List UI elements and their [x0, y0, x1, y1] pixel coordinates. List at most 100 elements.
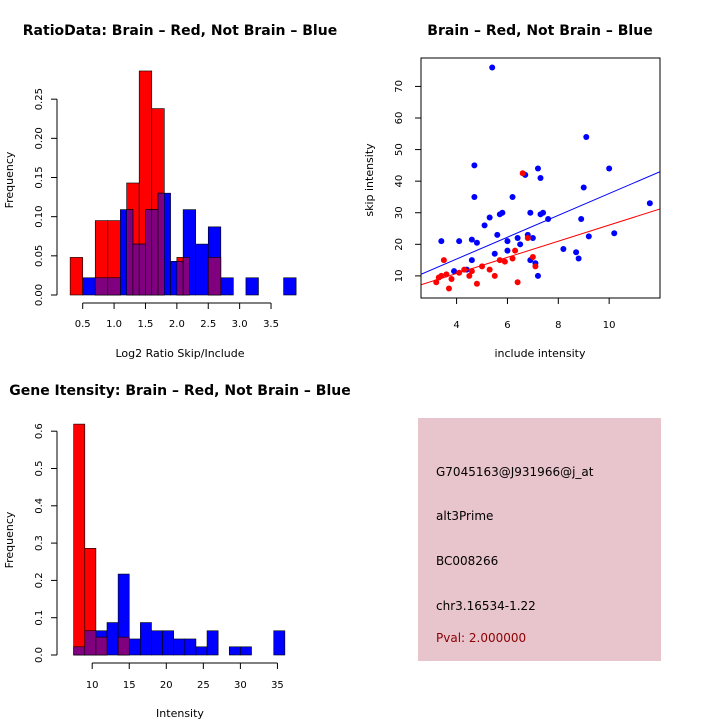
point-not-brain [537, 175, 544, 181]
point-not-brain [438, 238, 445, 245]
point-brain [491, 272, 498, 279]
scatter-panel: Brain – Red, Not Brain – Blue 4 6 8 10 10 20 3… [363, 23, 661, 360]
x-tick-label: 3.0 [232, 319, 248, 330]
bar-not-brain [273, 630, 286, 656]
ratio-histogram-plot: 0.5 1.0 1.5 2.0 2.5 3.0 3.5 0.00 0.05 0.10 0.15 0.2… [34, 70, 297, 330]
ratio-histogram-xlabel: Log2 Ratio Skip/Include [115, 347, 244, 360]
point-not-brain [583, 133, 590, 140]
y-tick-label: 0.5 [34, 461, 45, 477]
bar-not-brain [82, 277, 96, 296]
y-tick-label: 70 [394, 80, 405, 93]
point-not-brain [575, 255, 582, 262]
point-not-brain [471, 162, 478, 169]
point-not-brain [527, 209, 534, 216]
point-not-brain [456, 238, 463, 245]
bar-not-brain [240, 646, 252, 656]
point-brain [486, 266, 493, 273]
x-tick-label: 1.0 [106, 319, 122, 330]
point-not-brain [580, 184, 587, 191]
ratio-histogram-ylabel: Frequency [3, 151, 16, 208]
point-brain [473, 280, 480, 287]
y-tick-label: 0.6 [34, 423, 45, 439]
point-not-brain [481, 222, 488, 229]
accession-text: BC008266 [436, 554, 498, 568]
y-tick-label: 0.2 [34, 572, 45, 588]
ratio-histogram-panel: RatioData: Brain – Red, Not Brain – Blue… [3, 23, 337, 360]
y-tick-label: 0.05 [34, 245, 45, 267]
y-tick-label: 0.1 [34, 610, 45, 626]
event-type-text: alt3Prime [436, 509, 493, 523]
y-tick-label: 0.20 [34, 127, 45, 149]
intensity-histogram-title: Gene Itensity: Brain – Red, Not Brain – … [9, 383, 351, 399]
point-brain [514, 279, 521, 286]
y-tick-label: 10 [394, 270, 405, 283]
fit-line-not-brain [421, 171, 660, 275]
bar-brain [73, 423, 86, 656]
bar-not-brain [128, 638, 141, 656]
scatter-ylabel: skip intensity [363, 143, 376, 217]
x-tick-label: 2.5 [200, 319, 216, 330]
bar-overlap [117, 636, 130, 656]
intensity-histogram-panel: Gene Itensity: Brain – Red, Not Brain – … [3, 383, 351, 720]
point-brain [512, 247, 519, 254]
bar-overlap [95, 636, 108, 656]
fit-line-brain [421, 208, 660, 286]
bar-not-brain [195, 646, 208, 656]
bar-overlap [207, 257, 222, 296]
scatter-plot: 4 6 8 10 10 20 30 40 50 60 70 [394, 57, 661, 331]
bar-overlap [73, 646, 86, 656]
point-not-brain [529, 235, 536, 241]
intensity-histogram-xlabel: Intensity [156, 707, 204, 720]
bar-not-brain [195, 243, 209, 296]
ratio-histogram-title: RatioData: Brain – Red, Not Brain – Blue [23, 23, 337, 39]
point-brain [501, 258, 508, 265]
info-panel: G7045163@J931966@j_at alt3Prime BC008266… [418, 418, 661, 661]
point-not-brain [573, 249, 580, 256]
point-not-brain [578, 216, 585, 223]
point-not-brain [468, 257, 475, 264]
y-tick-label: 60 [394, 112, 405, 125]
bar-not-brain [173, 638, 186, 656]
bar-overlap [182, 257, 190, 296]
bar-not-brain [106, 622, 119, 656]
point-not-brain [646, 200, 653, 207]
y-tick-label: 30 [394, 206, 405, 219]
bar-not-brain [151, 630, 163, 656]
bar-not-brain [283, 277, 297, 296]
x-tick-label: 0.5 [75, 319, 91, 330]
bar-overlap [176, 261, 184, 296]
point-not-brain [468, 236, 475, 243]
scatter-xlabel: include intensity [494, 347, 586, 360]
point-not-brain [494, 231, 501, 238]
point-not-brain [504, 247, 511, 254]
point-not-brain [499, 209, 506, 216]
x-tick-label: 25 [197, 680, 210, 691]
info-panel-background [418, 418, 661, 661]
y-tick-label: 20 [394, 238, 405, 251]
x-tick-label: 30 [234, 680, 247, 691]
point-brain [468, 268, 475, 275]
y-tick-label: 0.3 [34, 535, 45, 551]
scatter-marks [421, 64, 660, 292]
point-not-brain [611, 230, 618, 237]
x-tick-label: 6 [504, 320, 510, 331]
y-tick-label: 0.15 [34, 166, 45, 188]
point-not-brain [534, 272, 541, 279]
bar-not-brain [220, 277, 234, 296]
point-not-brain [560, 246, 567, 253]
point-brain [519, 170, 526, 177]
point-brain [440, 257, 447, 264]
bar-overlap [84, 630, 97, 656]
point-not-brain [473, 239, 480, 246]
bar-overlap [107, 277, 121, 296]
bar-overlap [151, 209, 159, 296]
bar-overlap [138, 243, 146, 296]
bar-not-brain [162, 630, 175, 656]
point-brain [524, 235, 531, 241]
point-not-brain [504, 238, 511, 245]
point-not-brain [517, 241, 524, 248]
bar-overlap [145, 209, 153, 296]
point-not-brain [451, 268, 458, 275]
point-not-brain [540, 209, 547, 216]
